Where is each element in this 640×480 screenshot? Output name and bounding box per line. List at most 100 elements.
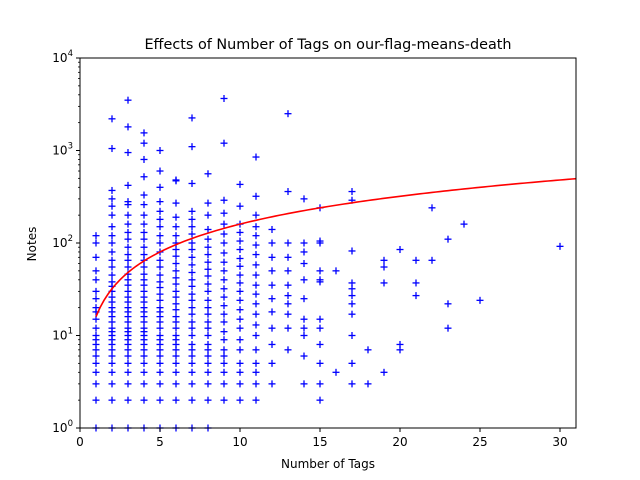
scatter-point	[108, 396, 116, 404]
scatter-point	[172, 274, 180, 282]
scatter-point	[252, 380, 260, 388]
scatter-point	[172, 300, 180, 308]
scatter-point	[220, 302, 228, 310]
scatter-point	[236, 246, 244, 254]
scatter-point	[156, 263, 164, 271]
scatter-point	[188, 261, 196, 269]
scatter-point	[236, 336, 244, 344]
scatter-point	[172, 252, 180, 260]
scatter-point	[172, 176, 180, 184]
x-tick-label: 20	[392, 435, 407, 449]
scatter-point	[236, 237, 244, 245]
scatter-point	[92, 304, 100, 312]
scatter-point	[316, 380, 324, 388]
scatter-point	[92, 295, 100, 303]
scatter-point	[204, 199, 212, 207]
y-tick-label: 101	[52, 327, 73, 343]
scatter-point	[108, 115, 116, 123]
scatter-point	[204, 368, 212, 376]
scatter-point	[252, 321, 260, 329]
scatter-point	[156, 167, 164, 175]
fit-line	[95, 177, 577, 317]
scatter-point	[172, 280, 180, 288]
scatter-point	[172, 306, 180, 314]
scatter-point	[124, 181, 132, 189]
scatter-point	[108, 232, 116, 240]
scatter-point	[108, 202, 116, 210]
scatter-point	[204, 296, 212, 304]
scatter-point	[188, 207, 196, 215]
scatter-point	[332, 267, 340, 275]
scatter-point	[92, 368, 100, 376]
scatter-point	[252, 261, 260, 269]
scatter-point	[300, 324, 308, 332]
scatter-point	[140, 243, 148, 251]
scatter-point	[172, 324, 180, 332]
scatter-point	[140, 220, 148, 228]
scatter-point	[188, 332, 196, 339]
scatter-point	[140, 155, 148, 163]
scatter-point	[220, 94, 228, 102]
scatter-point	[268, 253, 276, 261]
scatter-point	[188, 368, 196, 376]
scatter-point	[92, 396, 100, 404]
scatter-point	[140, 287, 148, 295]
scatter-point	[156, 332, 164, 339]
scatter-point	[252, 232, 260, 240]
scatter-point	[348, 188, 356, 196]
scatter-point	[140, 270, 148, 278]
scatter-point	[412, 292, 420, 300]
scatter-point	[348, 292, 356, 300]
scatter-point	[236, 279, 244, 287]
scatter-point	[220, 380, 228, 388]
scatter-point	[124, 263, 132, 271]
scatter-point	[172, 267, 180, 275]
scatter-point	[156, 380, 164, 388]
scatter-point	[172, 287, 180, 295]
scatter-point	[108, 256, 116, 264]
scatter-point	[236, 262, 244, 270]
scatter-point	[316, 396, 324, 404]
scatter-point	[172, 223, 180, 231]
scatter-point	[284, 292, 292, 300]
scatter-point	[188, 282, 196, 290]
scatter-point	[172, 332, 180, 339]
scatter-point	[204, 243, 212, 251]
scatter-point	[92, 352, 100, 360]
scatter-point	[268, 380, 276, 388]
scatter-point	[380, 279, 388, 287]
scatter-point	[236, 296, 244, 304]
scatter-point	[348, 332, 356, 339]
scatter-point	[172, 232, 180, 240]
scatter-point	[156, 271, 164, 279]
scatter-point	[140, 191, 148, 199]
scatter-point	[220, 396, 228, 404]
scatter-point	[156, 324, 164, 332]
scatter-point	[284, 310, 292, 318]
scatter-point	[92, 287, 100, 295]
scatter-point	[124, 287, 132, 295]
scatter-point	[124, 211, 132, 219]
scatter-point	[284, 267, 292, 275]
scatter-point	[92, 359, 100, 367]
scatter-point	[108, 359, 116, 367]
scatter-point	[316, 340, 324, 348]
scatter-point	[444, 235, 452, 243]
scatter-point	[300, 239, 308, 247]
scatter-point	[236, 359, 244, 367]
scatter-point	[108, 211, 116, 219]
scatter-point	[108, 145, 116, 153]
scatter-point	[172, 246, 180, 254]
scatter-point	[348, 300, 356, 308]
scatter-point	[92, 315, 100, 323]
scatter-point	[300, 295, 308, 303]
scatter-point	[220, 352, 228, 360]
scatter-point	[284, 110, 292, 118]
scatter-point	[412, 256, 420, 264]
scatter-point	[220, 293, 228, 301]
scatter-point	[236, 324, 244, 332]
scatter-point	[108, 195, 116, 203]
scatter-point	[268, 281, 276, 289]
scatter-point	[220, 249, 228, 257]
scatter-point	[156, 359, 164, 367]
